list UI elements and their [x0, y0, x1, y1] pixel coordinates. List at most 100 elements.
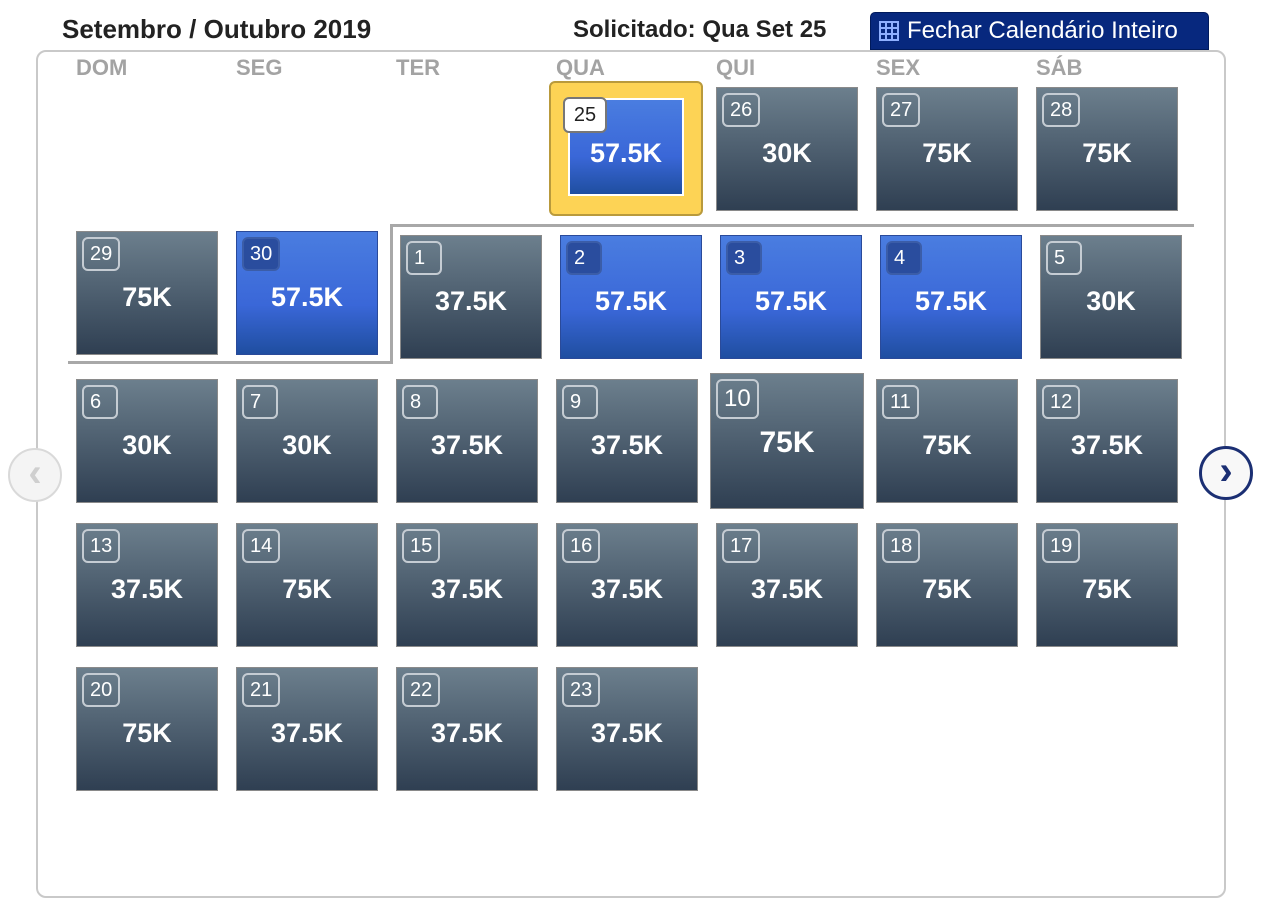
day-cell[interactable]: 1 37.5K: [400, 235, 542, 359]
day-cell[interactable]: 2 57.5K: [560, 235, 702, 359]
day-cell[interactable]: 14 75K: [236, 523, 378, 647]
day-number: 16: [562, 529, 601, 563]
day-price: 37.5K: [110, 574, 184, 604]
day-cell[interactable]: 27 75K: [876, 87, 1018, 211]
day-cell[interactable]: 23 37.5K: [556, 667, 698, 791]
day-number: 20: [82, 673, 121, 707]
day-price: 57.5K: [270, 282, 344, 312]
day-price: 37.5K: [430, 430, 504, 460]
day-price: 75K: [922, 430, 972, 460]
month-boundary-bottom: [68, 361, 393, 364]
day-cell[interactable]: 11 75K: [876, 379, 1018, 503]
day-cell[interactable]: 6 30K: [76, 379, 218, 503]
weekday-thursday: QUI: [716, 55, 756, 80]
day-price: 75K: [922, 138, 972, 168]
weekday-wednesday: QUA: [556, 55, 605, 80]
day-number: 1: [406, 241, 442, 275]
day-cell[interactable]: 21 37.5K: [236, 667, 378, 791]
day-number: 17: [722, 529, 761, 563]
chevron-left-icon: ‹: [28, 451, 42, 495]
day-price: 37.5K: [590, 718, 664, 748]
day-number: 10: [716, 379, 759, 419]
day-cell[interactable]: 4 57.5K: [880, 235, 1022, 359]
day-cell[interactable]: 29 75K: [76, 231, 218, 355]
day-cell[interactable]: 22 37.5K: [396, 667, 538, 791]
day-number: 2: [566, 241, 602, 275]
day-number: 5: [1046, 241, 1082, 275]
day-price: 30K: [1086, 286, 1136, 316]
day-number: 13: [82, 529, 121, 563]
day-cell[interactable]: 30 57.5K: [236, 231, 378, 355]
day-price: 57.5K: [754, 286, 828, 316]
day-price: 37.5K: [750, 574, 824, 604]
day-cell[interactable]: 7 30K: [236, 379, 378, 503]
day-price: 37.5K: [430, 574, 504, 604]
day-price: 75K: [122, 718, 172, 748]
day-cell[interactable]: 18 75K: [876, 523, 1018, 647]
day-cell[interactable]: 9 37.5K: [556, 379, 698, 503]
day-cell-hover[interactable]: 10 75K: [710, 373, 864, 509]
day-price: 30K: [122, 430, 172, 460]
weekday-tuesday: TER: [396, 55, 440, 80]
previous-month-button[interactable]: ‹: [8, 448, 62, 502]
day-number: 21: [242, 673, 281, 707]
day-cell[interactable]: 17 37.5K: [716, 523, 858, 647]
day-number: 30: [242, 237, 281, 271]
day-number: 19: [1042, 529, 1081, 563]
day-cell: 25 57.5K: [563, 97, 684, 196]
month-boundary-top: [390, 224, 1194, 227]
weekday-monday: SEG: [236, 55, 283, 80]
day-cell-selected[interactable]: 25 57.5K: [549, 81, 703, 216]
day-price: 75K: [759, 426, 815, 459]
day-cell[interactable]: 8 37.5K: [396, 379, 538, 503]
day-number: 18: [882, 529, 921, 563]
day-number: 11: [882, 385, 919, 419]
day-price: 75K: [1082, 574, 1132, 604]
day-number: 15: [402, 529, 441, 563]
day-price: 75K: [922, 574, 972, 604]
weekday-saturday: SÁB: [1036, 55, 1083, 80]
day-price: 75K: [1082, 138, 1132, 168]
day-cell[interactable]: 19 75K: [1036, 523, 1178, 647]
month-boundary-vertical: [390, 224, 393, 364]
day-number: 6: [82, 385, 118, 419]
day-cell[interactable]: 3 57.5K: [720, 235, 862, 359]
day-cell[interactable]: 5 30K: [1040, 235, 1182, 359]
day-number: 29: [82, 237, 121, 271]
day-price: 57.5K: [914, 286, 988, 316]
day-price: 30K: [762, 138, 812, 168]
close-full-calendar-label: Fechar Calendário Inteiro: [907, 17, 1178, 44]
day-price: 57.5K: [594, 286, 668, 316]
close-full-calendar-button[interactable]: Fechar Calendário Inteiro: [870, 12, 1209, 50]
day-number: 4: [886, 241, 922, 275]
weekday-sunday: DOM: [76, 55, 128, 80]
day-price: 75K: [282, 574, 332, 604]
next-month-button[interactable]: ›: [1199, 446, 1253, 500]
day-price: 37.5K: [270, 718, 344, 748]
day-cell[interactable]: 20 75K: [76, 667, 218, 791]
day-cell[interactable]: 12 37.5K: [1036, 379, 1178, 503]
day-number: 7: [242, 385, 278, 419]
day-cell[interactable]: 26 30K: [716, 87, 858, 211]
day-number: 22: [402, 673, 441, 707]
calendar-title: Setembro / Outubro 2019: [62, 14, 372, 44]
day-cell[interactable]: 28 75K: [1036, 87, 1178, 211]
day-price: 37.5K: [590, 574, 664, 604]
day-price: 37.5K: [430, 718, 504, 748]
day-number: 8: [402, 385, 438, 419]
day-number: 12: [1042, 385, 1081, 419]
day-price: 37.5K: [1070, 430, 1144, 460]
day-price: 75K: [122, 282, 172, 312]
day-number: 9: [562, 385, 598, 419]
grid-icon: [879, 21, 899, 41]
day-price: 30K: [282, 430, 332, 460]
day-cell[interactable]: 15 37.5K: [396, 523, 538, 647]
day-number: 26: [722, 93, 761, 127]
day-number: 25: [563, 97, 607, 133]
requested-date: Solicitado: Qua Set 25: [573, 16, 827, 43]
day-cell[interactable]: 13 37.5K: [76, 523, 218, 647]
day-price: 57.5K: [589, 138, 663, 168]
day-cell[interactable]: 16 37.5K: [556, 523, 698, 647]
day-number: 14: [242, 529, 281, 563]
day-price: 37.5K: [590, 430, 664, 460]
